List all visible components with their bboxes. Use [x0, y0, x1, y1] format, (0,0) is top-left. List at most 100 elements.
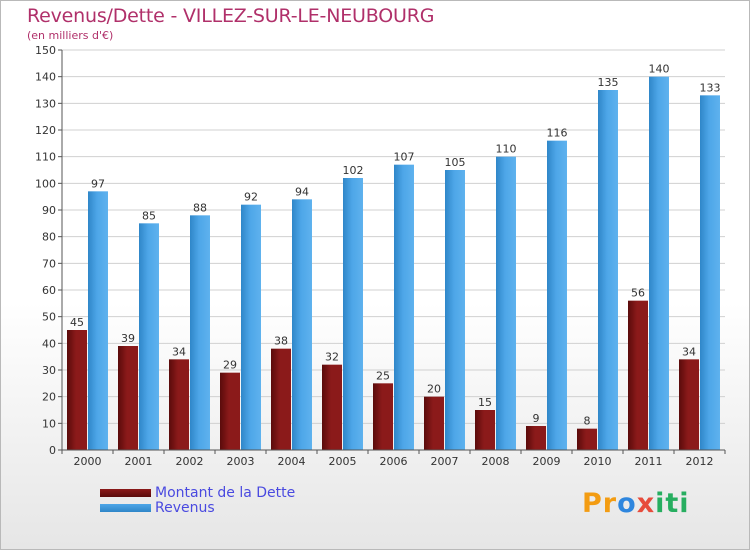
- y-tick-label: 90: [42, 204, 56, 217]
- bar-debt: [118, 346, 138, 450]
- x-tick-label: 2003: [227, 455, 255, 468]
- logo-letter: P: [582, 488, 603, 519]
- bar-debt: [424, 396, 444, 450]
- bar-debt: [271, 348, 291, 450]
- x-tick-label: 2006: [380, 455, 408, 468]
- bar-debt: [475, 410, 495, 450]
- data-label-debt: 20: [427, 383, 441, 396]
- data-label-debt: 15: [478, 396, 492, 409]
- data-label-revenue: 85: [142, 209, 156, 222]
- logo-letter: r: [602, 488, 618, 519]
- data-label-debt: 29: [223, 359, 237, 372]
- data-label-revenue: 97: [91, 177, 105, 190]
- data-label-debt: 25: [376, 369, 390, 382]
- logo-letter: o: [617, 488, 637, 519]
- bar-revenue: [88, 191, 108, 451]
- logo-letter: t: [665, 488, 680, 519]
- y-tick-label: 140: [35, 71, 56, 84]
- x-tick-label: 2012: [686, 455, 714, 468]
- data-label-revenue: 135: [598, 76, 619, 89]
- bar-debt: [169, 359, 189, 450]
- logo-letter: x: [636, 488, 656, 519]
- legend-label-revenue: Revenus: [155, 500, 215, 516]
- y-tick-label: 120: [35, 124, 56, 137]
- bar-debt: [628, 300, 648, 450]
- data-label-debt: 9: [533, 412, 540, 425]
- y-tick-label: 130: [35, 97, 56, 110]
- y-tick-label: 40: [42, 337, 56, 350]
- x-tick-label: 2008: [482, 455, 510, 468]
- bar-revenue: [598, 90, 618, 450]
- x-tick-label: 2010: [584, 455, 612, 468]
- data-label-revenue: 88: [193, 201, 207, 214]
- data-label-revenue: 140: [649, 63, 670, 76]
- x-tick-label: 2000: [74, 455, 102, 468]
- logo-letter: i: [679, 488, 690, 519]
- chart-subtitle: (en milliers d'€): [27, 29, 114, 42]
- bar-revenue: [394, 164, 414, 450]
- data-label-revenue: 94: [295, 185, 309, 198]
- data-label-debt: 34: [172, 345, 186, 358]
- y-tick-label: 150: [35, 44, 56, 57]
- bar-revenue: [547, 140, 567, 450]
- y-tick-label: 30: [42, 364, 56, 377]
- data-label-revenue: 133: [700, 81, 721, 94]
- legend-swatch-revenue: [100, 504, 151, 512]
- y-tick-label: 50: [42, 311, 56, 324]
- data-label-debt: 8: [584, 415, 591, 428]
- data-label-debt: 39: [121, 332, 135, 345]
- bar-revenue: [139, 223, 159, 450]
- y-tick-label: 20: [42, 391, 56, 404]
- x-tick-label: 2007: [431, 455, 459, 468]
- bar-debt: [679, 359, 699, 450]
- bar-revenue: [343, 178, 363, 450]
- bar-revenue: [190, 215, 210, 450]
- data-label-debt: 34: [682, 345, 696, 358]
- axes-group: [58, 49, 726, 454]
- bar-debt: [577, 428, 597, 450]
- bar-revenue: [649, 76, 669, 451]
- y-tick-label: 0: [49, 444, 56, 457]
- y-tick-label: 10: [42, 417, 56, 430]
- x-tick-label: 2011: [635, 455, 663, 468]
- data-label-revenue: 92: [244, 191, 258, 204]
- bar-debt: [67, 330, 87, 450]
- y-tick-label: 110: [35, 151, 56, 164]
- y-tick-label: 100: [35, 177, 56, 190]
- data-label-debt: 56: [631, 287, 645, 300]
- y-tick-label: 60: [42, 284, 56, 297]
- labels-group: 0 10 20 30 40 50 60 70 80 90 100 110 120 130 140 150 45 9…: [35, 44, 721, 468]
- y-tick-label: 70: [42, 257, 56, 270]
- data-label-debt: 38: [274, 335, 288, 348]
- bar-revenue: [700, 95, 720, 450]
- y-tick-label: 80: [42, 231, 56, 244]
- data-label-debt: 32: [325, 351, 339, 364]
- bar-debt: [220, 372, 240, 450]
- x-tick-label: 2004: [278, 455, 306, 468]
- bar-debt: [322, 364, 342, 450]
- x-tick-label: 2009: [533, 455, 561, 468]
- bar-debt: [373, 383, 393, 450]
- data-label-revenue: 107: [394, 151, 415, 164]
- bar-revenue: [496, 156, 516, 450]
- legend-label-debt: Montant de la Dette: [155, 485, 296, 501]
- data-label-revenue: 102: [343, 164, 364, 177]
- x-tick-label: 2005: [329, 455, 357, 468]
- bars-group: [67, 76, 720, 451]
- bar-revenue: [292, 199, 312, 450]
- data-label-revenue: 110: [496, 143, 517, 156]
- data-label-revenue: 116: [547, 127, 568, 140]
- data-label-revenue: 105: [445, 156, 466, 169]
- x-tick-label: 2001: [125, 455, 153, 468]
- x-tick-label: 2002: [176, 455, 204, 468]
- bar-debt: [526, 426, 546, 450]
- bar-revenue: [445, 170, 465, 450]
- logo-letter: i: [655, 488, 666, 519]
- data-label-debt: 45: [70, 316, 84, 329]
- chart-title: Revenus/Dette - VILLEZ-SUR-LE-NEUBOURG: [27, 5, 435, 27]
- bar-revenue: [241, 204, 261, 450]
- legend-swatch-debt: [100, 489, 151, 497]
- proxiti-logo: Proxiti: [582, 488, 690, 519]
